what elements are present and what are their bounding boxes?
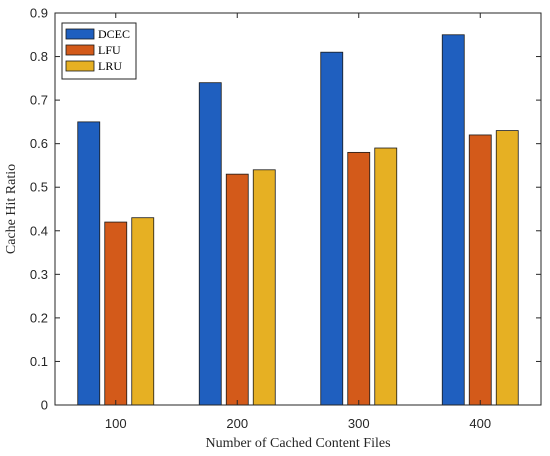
legend-label-dcec: DCEC	[98, 27, 130, 41]
bar-dcec-200	[198, 82, 222, 406]
bar-lfu-300	[347, 151, 371, 406]
legend-swatch-lru	[65, 60, 95, 72]
bars-group	[77, 34, 519, 406]
y-tick-label: 0.2	[30, 310, 48, 325]
y-tick-label: 0	[41, 398, 48, 413]
bar-lru-400	[495, 130, 519, 406]
plot-frame	[54, 12, 542, 406]
bar-dcec-300	[320, 51, 344, 406]
bar-lfu-100	[104, 221, 128, 406]
bar-lfu-200	[225, 173, 249, 406]
x-tick-label-400: 400	[469, 416, 491, 431]
legend: DCEC LFU LRU	[61, 22, 137, 80]
y-tick-label: 0.7	[30, 93, 48, 108]
y-tick-label: 0.1	[30, 354, 48, 369]
bar-dcec-400	[441, 34, 465, 406]
y-axis: 0 0.1 0.2 0.3 0.4 0.5 0.6 0.7 0.8 0.9	[30, 6, 541, 413]
legend-label-lfu: LFU	[98, 43, 121, 57]
bar-lru-200	[252, 169, 276, 406]
y-tick-label: 0.9	[30, 6, 48, 21]
bar-dcec-100	[77, 121, 101, 406]
y-tick-label: 0.3	[30, 267, 48, 282]
x-axis: 100 200 300 400	[105, 13, 491, 431]
x-tick-label-100: 100	[105, 416, 127, 431]
bar-lru-100	[131, 217, 155, 406]
x-tick-label-200: 200	[226, 416, 248, 431]
y-tick-label: 0.6	[30, 136, 48, 151]
x-tick-label-300: 300	[348, 416, 370, 431]
legend-swatch-lfu	[65, 44, 95, 56]
y-tick-label: 0.8	[30, 49, 48, 64]
bar-lfu-400	[468, 134, 492, 406]
legend-label-lru: LRU	[98, 59, 122, 73]
legend-swatch-dcec	[65, 28, 95, 40]
y-tick-label: 0.5	[30, 180, 48, 195]
x-axis-label: Number of Cached Content Files	[205, 436, 390, 451]
bar-lru-300	[374, 147, 398, 406]
y-tick-label: 0.4	[30, 223, 48, 238]
y-axis-label: Cache Hit Ratio	[4, 164, 19, 254]
